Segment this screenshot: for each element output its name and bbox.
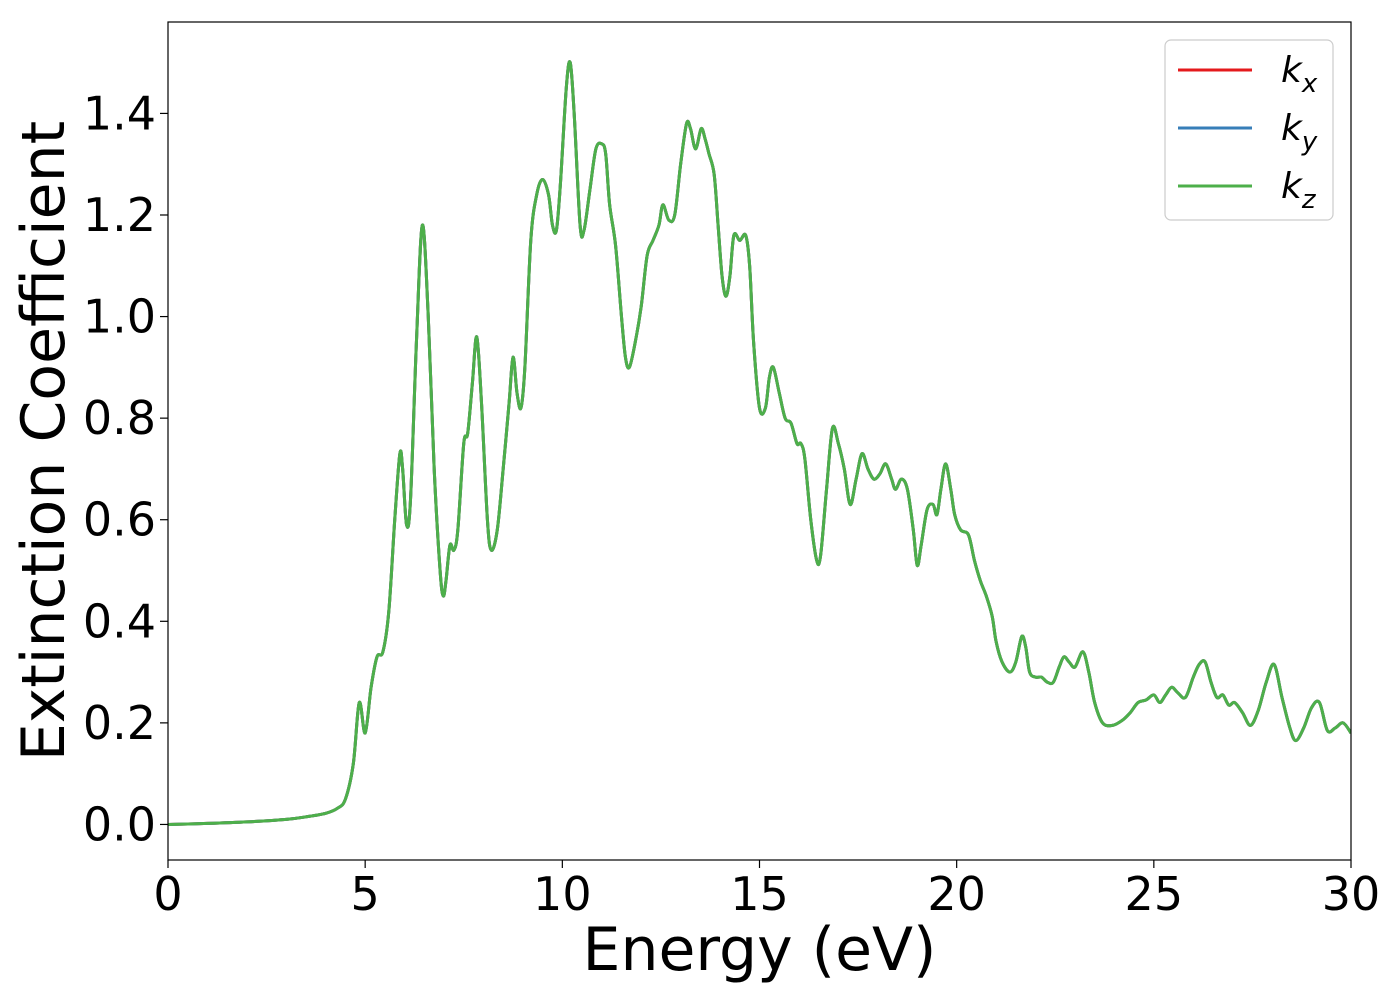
legend-label-y: ky xyxy=(1281,108,1318,157)
y-tick-label: 0.0 xyxy=(83,797,156,851)
y-tick-label: 1.0 xyxy=(83,290,156,344)
x-tick-label: 30 xyxy=(1322,867,1381,921)
y-tick-label: 0.6 xyxy=(83,493,156,547)
legend-label-base: k xyxy=(1281,166,1304,207)
legend-label-subscript: y xyxy=(1301,127,1318,157)
legend-label-subscript: x xyxy=(1301,69,1318,99)
y-tick-label: 0.8 xyxy=(83,391,156,445)
legend-label-x: kx xyxy=(1281,50,1318,99)
y-tick-label: 1.4 xyxy=(83,86,156,140)
y-axis-label: Extinction Coefficient xyxy=(9,121,79,761)
y-tick-label: 0.2 xyxy=(83,696,156,750)
x-tick-label: 25 xyxy=(1125,867,1184,921)
legend-label-base: k xyxy=(1281,108,1304,149)
y-axis-ticks: 0.0 0.2 0.4 0.6 0.8 1.0 1.2 1.4 xyxy=(83,86,168,851)
legend-label-subscript: z xyxy=(1301,185,1317,215)
y-tick-label: 1.2 xyxy=(83,188,156,242)
legend-label-base: k xyxy=(1281,50,1304,91)
x-tick-label: 10 xyxy=(533,867,592,921)
y-tick-label: 0.4 xyxy=(83,594,156,648)
x-tick-label: 0 xyxy=(153,867,182,921)
series-line-z xyxy=(168,60,1351,826)
series-layer xyxy=(168,60,1351,826)
x-tick-label: 5 xyxy=(351,867,380,921)
legend-box xyxy=(1164,39,1334,221)
legend-label-z: kz xyxy=(1281,166,1317,215)
x-tick-label: 15 xyxy=(730,867,789,921)
x-tick-label: 20 xyxy=(927,867,986,921)
x-axis-ticks: 0 5 10 15 20 25 30 xyxy=(153,860,1380,921)
x-axis-label: Energy (eV) xyxy=(583,915,937,985)
